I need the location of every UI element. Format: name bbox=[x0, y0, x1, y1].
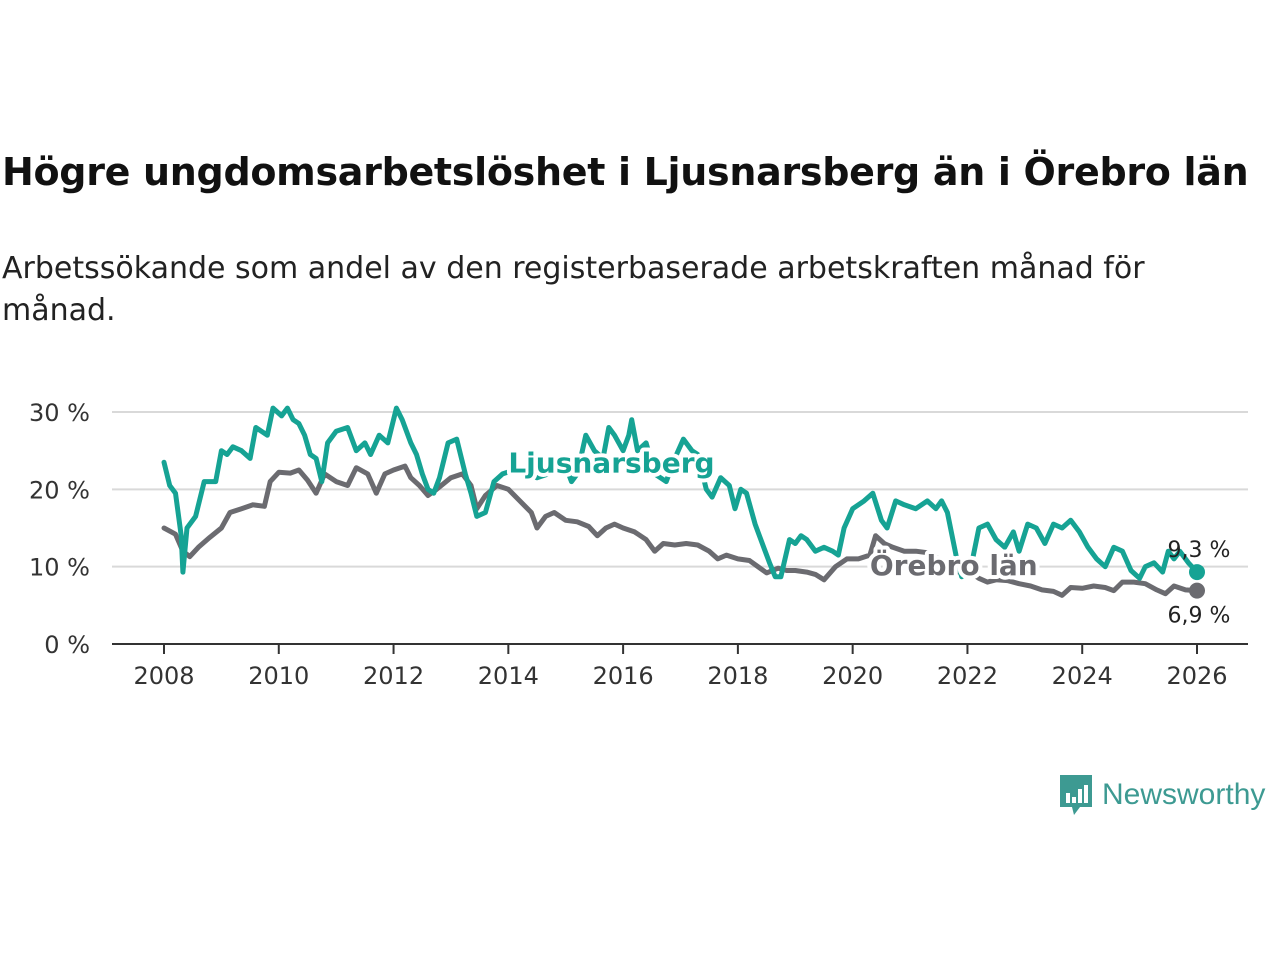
y-tick-label: 30 % bbox=[29, 399, 90, 427]
x-tick-label: 2008 bbox=[133, 662, 194, 690]
x-tick-label: 2018 bbox=[707, 662, 768, 690]
end-point-orebro bbox=[1189, 582, 1205, 599]
line-chart: 0 % 10 % 20 % 30 % 2008 2010 2012 2014 2016 2018… bbox=[29, 399, 1248, 690]
series-line-ljusnarsberg bbox=[161, 405, 1200, 581]
y-tick-label: 0 % bbox=[44, 631, 90, 659]
chart-title: Högre ungdomsarbetslöshet i Ljusnarsberg… bbox=[2, 150, 1249, 194]
grid-lines bbox=[112, 411, 1248, 568]
x-tick-label: 2022 bbox=[937, 662, 998, 690]
x-tick-label: 2012 bbox=[363, 662, 424, 690]
brand-logo: Newsworthy bbox=[1058, 773, 1265, 817]
newsworthy-logo-icon bbox=[1060, 775, 1092, 815]
y-axis: 0 % 10 % 20 % 30 % bbox=[29, 399, 90, 659]
brand-name: Newsworthy bbox=[1102, 778, 1266, 811]
y-tick-label: 20 % bbox=[29, 476, 90, 504]
chart-subtitle: Arbetssökande som andel av den registerb… bbox=[2, 251, 1145, 328]
series-annotation-orebro: Örebro län bbox=[870, 548, 1038, 582]
series-lines bbox=[161, 405, 1205, 599]
x-tick-label: 2010 bbox=[248, 662, 309, 690]
x-tick-label: 2014 bbox=[478, 662, 539, 690]
end-point-ljusnarsberg bbox=[1189, 564, 1205, 581]
y-tick-label: 10 % bbox=[29, 554, 90, 582]
x-tick-label: 2020 bbox=[822, 662, 883, 690]
x-axis: 2008 2010 2012 2014 2016 2018 2020 2022 2024 2026 bbox=[112, 643, 1248, 690]
x-tick-label: 2016 bbox=[593, 662, 654, 690]
series-line-orebro bbox=[161, 463, 1200, 598]
x-tick-label: 2024 bbox=[1052, 662, 1113, 690]
end-label-ljusnarsberg: 9,3 % bbox=[1168, 538, 1231, 563]
end-label-orebro: 6,9 % bbox=[1168, 604, 1231, 629]
x-tick-label: 2026 bbox=[1166, 662, 1227, 690]
series-labels: 6,9 % 9,3 % Ljusnarsberg Örebro län bbox=[504, 442, 1231, 629]
series-annotation-ljusnarsberg: Ljusnarsberg bbox=[508, 446, 714, 479]
